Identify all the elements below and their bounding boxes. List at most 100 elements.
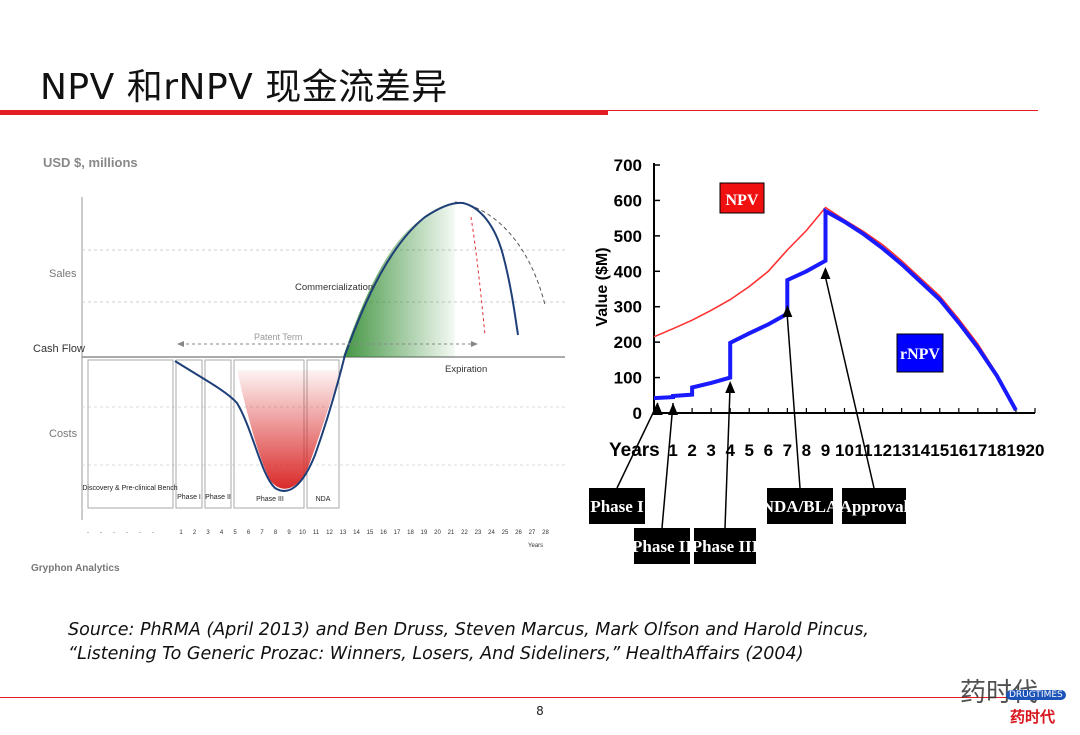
page-number: 8 [536, 704, 544, 718]
stage-markers: Phase I Phase II Phase III NDA/BLA Approval [589, 267, 909, 564]
right-y-tick-label: 700 [614, 156, 642, 175]
left-x-tick: 1 [179, 530, 183, 536]
right-x-tick-label: 4 [725, 441, 735, 460]
right-y-tick-label: 100 [614, 369, 642, 388]
title-underline-thin [608, 110, 1038, 111]
phase-box-phase1 [175, 359, 203, 509]
gryphon-credit: Gryphon Analytics [31, 563, 120, 574]
right-x-tick-label: 7 [783, 441, 792, 460]
npv-legend-box [719, 182, 765, 214]
stage-label: NDA/BLA [762, 497, 839, 516]
right-y-tick-label: 300 [614, 298, 642, 317]
cash-flow-lifecycle-figure: USD $, millions Sales Cash Flow Costs Pa… [31, 155, 565, 574]
series-npv-line [653, 206, 1017, 410]
left-x-tick-dot: - [113, 530, 115, 536]
left-x-tick: 25 [502, 530, 509, 536]
right-y-tick-label: 200 [614, 333, 642, 352]
watermark-badge: DRUGTIMES [1006, 690, 1066, 700]
right-y-tick-label: 500 [614, 227, 642, 246]
left-x-tick: 6 [247, 530, 251, 536]
right-x-tick-label: 10 [835, 441, 854, 460]
slide-title: NPV 和rNPV 现金流差异 [40, 67, 448, 108]
right-x-tick-label: 18 [987, 441, 1006, 460]
right-x-ticks: 1 2 3 4 5 6 7 8 9 10 11 12 13 14 15 16 17 18 19 20 [668, 408, 1044, 460]
right-x-tick-label: 15 [930, 441, 949, 460]
source-line-1: Source: PhRMA (April 2013) and Ben Druss… [68, 620, 869, 640]
footer-rule [0, 697, 1040, 698]
stage-arrow-line [824, 276, 875, 489]
stage-arrow-head [725, 381, 736, 393]
phase-label-phase1: Phase I [177, 494, 201, 501]
left-x-tick: 10 [299, 530, 306, 536]
left-x-tick: 14 [353, 530, 360, 536]
right-x-tick-label: 12 [873, 441, 892, 460]
right-y-tick-label: 0 [633, 404, 642, 423]
stage-label: Phase II [632, 537, 692, 556]
right-x-tick-label: 5 [745, 441, 754, 460]
left-x-tick: 7 [260, 530, 264, 536]
right-x-tick-label: 6 [764, 441, 773, 460]
right-y-ticks: 0 100 200 300 400 500 600 700 [614, 156, 660, 423]
left-x-ticks: - - - - - -1 2 3 4 5 6 7 8 9 10 11 12 13 14 15 16 17 18 19 20 21 2… [87, 530, 549, 536]
rnpv-legend-label: rNPV [900, 346, 940, 363]
right-x-tick-label: 20 [1026, 441, 1045, 460]
commercialization-label: Commercialization [295, 282, 373, 293]
left-x-tick-dot: - [87, 530, 89, 536]
left-x-tick: 27 [529, 530, 536, 536]
left-x-tick: 21 [448, 530, 455, 536]
series-rnpv-line [653, 207, 1018, 412]
left-x-tick: 9 [287, 530, 291, 536]
stage-arrow-line [616, 402, 659, 489]
right-y-tick-label: 400 [614, 262, 642, 281]
right-ylabel: Value ($M) [594, 247, 611, 326]
rnpv-legend-box [896, 333, 944, 373]
left-x-tick: 4 [220, 530, 224, 536]
stage-arrow-line [661, 402, 674, 529]
phase-label-phase2: Phase II [205, 494, 231, 501]
region-cashflow-label: Cash Flow [33, 343, 85, 355]
stage-arrow-line [724, 382, 731, 529]
right-y-tick-label: 600 [614, 191, 642, 210]
stage-label: Phase I [590, 497, 644, 516]
right-x-tick-label: 14 [911, 441, 930, 460]
patent-term-label: Patent Term [254, 332, 302, 342]
stage-arrow-head [652, 403, 663, 415]
left-x-tick: 22 [461, 530, 468, 536]
left-x-tick-dot: - [126, 530, 128, 536]
region-costs-label: Costs [49, 428, 78, 440]
left-x-tick: 18 [407, 530, 414, 536]
left-x-tick: 5 [233, 530, 237, 536]
stage-box [767, 488, 833, 524]
left-x-tick: 8 [274, 530, 278, 536]
left-x-tick: 12 [326, 530, 333, 536]
right-x-tick-label: 1 [668, 441, 677, 460]
phase-label-phase3: Phase III [256, 496, 284, 503]
left-x-tick: 20 [434, 530, 441, 536]
left-x-tick-dot: - [100, 530, 102, 536]
right-x-tick-label: 17 [968, 441, 987, 460]
stage-box [842, 488, 906, 524]
right-x-tick-label: 13 [892, 441, 911, 460]
stage-label: Phase III [692, 537, 759, 556]
left-x-tick: 17 [394, 530, 401, 536]
left-x-tick: 23 [475, 530, 482, 536]
left-x-tick: 19 [421, 530, 428, 536]
title-underline [0, 110, 608, 115]
left-x-tick: 16 [380, 530, 387, 536]
left-x-tick-dot: - [139, 530, 141, 536]
left-x-tick-dot: - [152, 530, 154, 536]
stage-arrow-head [820, 267, 831, 279]
stage-arrow-line [786, 316, 801, 489]
source-citation: Source: PhRMA (April 2013) and Ben Druss… [68, 618, 1028, 666]
left-ylabel: USD $, millions [43, 155, 138, 170]
left-x-tick: 13 [340, 530, 347, 536]
left-x-tick: 26 [515, 530, 522, 536]
left-x-tick: 28 [542, 530, 549, 536]
phase-box-discovery [87, 359, 174, 509]
left-x-tick: 11 [313, 530, 320, 536]
left-x-tick: 3 [206, 530, 210, 536]
right-x-tick-label: 11 [855, 441, 873, 460]
left-x-tick: 15 [367, 530, 374, 536]
cash-flow-curve [174, 201, 519, 492]
